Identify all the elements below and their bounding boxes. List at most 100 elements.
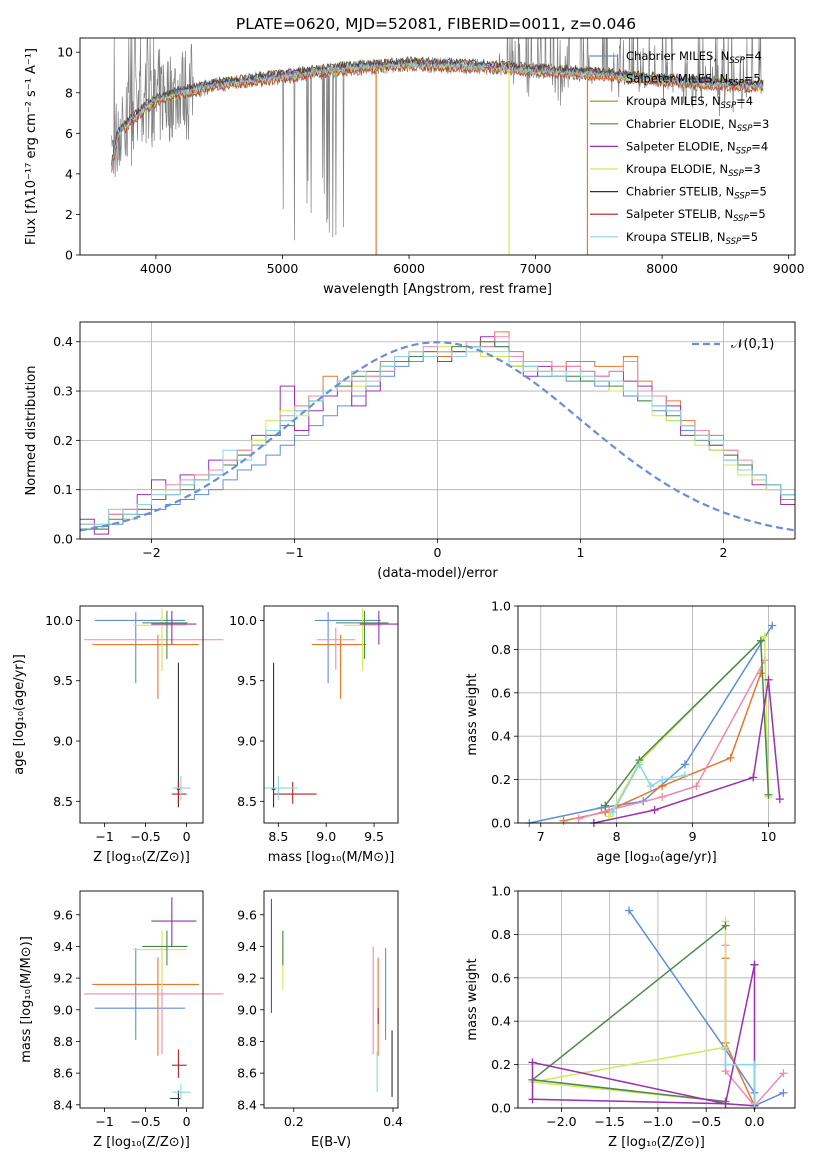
axes-frame — [79, 605, 204, 824]
y-tick-label: 8.4 — [237, 1097, 257, 1112]
errorbar-point — [92, 957, 199, 1056]
plot-area — [270, 898, 393, 1097]
y-axis-label: age [log₁₀(age/yr)] — [12, 654, 27, 775]
y-tick-label: 10.0 — [229, 613, 257, 628]
panel-residuals: −2 −1 0 1 2 0.0 0.1 0.2 0.3 0.4 (data-model)/error… — [24, 321, 796, 581]
errorbar-point — [335, 610, 389, 660]
plus-marker — [559, 816, 568, 825]
panel-weight-vs-Z: −2.0 −1.5 −1.0 −0.5 0.0 0.0 0.2 0.4 0.6 0.8 1.0 Z [… — [465, 884, 796, 1150]
y-tick-label: 8.6 — [237, 1066, 257, 1081]
y-tick-label: 0.4 — [491, 1014, 511, 1029]
plus-marker — [721, 1060, 730, 1069]
y-axis-label: mass weight — [465, 673, 480, 755]
x-tick-label: 8 — [613, 829, 621, 844]
chart-panels: 4000 5000 6000 7000 8000 90000246810wavelengt… — [12, 37, 805, 1150]
y-tick-label: 9.2 — [53, 971, 73, 986]
y-tick-label: 0.2 — [53, 433, 73, 448]
y-axis-label: Flux [fλ10⁻¹⁷ erg cm⁻² s⁻¹ A⁻¹] — [24, 48, 39, 245]
plot-area — [111, 38, 764, 255]
y-tick-label: 1.0 — [491, 884, 511, 899]
y-tick-label: 8.8 — [237, 1034, 257, 1049]
x-tick-label: 7 — [537, 829, 545, 844]
x-tick-label: 0.2 — [284, 1114, 304, 1129]
x-tick-label: −0.5 — [130, 829, 160, 844]
errorbar-point — [273, 782, 317, 804]
errorbar-point — [172, 775, 191, 801]
plus-marker — [750, 1099, 759, 1108]
plus-marker — [775, 795, 784, 804]
x-tick-label: 8000 — [646, 261, 678, 276]
legend-label: Salpeter STELIB, NSSP=5 — [626, 207, 766, 224]
weight-line — [532, 921, 727, 1103]
y-tick-label: 0.6 — [491, 685, 511, 700]
y-tick-label: 4 — [65, 166, 73, 181]
weight-line — [608, 634, 770, 817]
x-tick-label: 0.0 — [745, 1114, 765, 1129]
plus-marker — [680, 760, 689, 769]
y-tick-label: 6 — [65, 126, 73, 141]
errorbar-point — [142, 610, 188, 660]
plus-marker — [608, 808, 617, 817]
x-axis-label: mass [log₁₀(M/M⊙)] — [268, 850, 395, 865]
weight-line — [529, 625, 773, 824]
plus-marker — [624, 906, 633, 915]
y-tick-label: 2 — [65, 207, 73, 222]
plot-area — [525, 621, 784, 827]
plus-marker — [721, 921, 730, 930]
x-axis-label: wavelength [Angstrom, rest frame] — [323, 282, 552, 297]
legend-label: Chabrier MILES, NSSP=4 — [626, 49, 762, 66]
x-axis-label: age [log₁₀(age/yr)] — [596, 850, 717, 865]
plus-marker — [750, 1060, 759, 1069]
y-tick-label: 0.4 — [491, 729, 511, 744]
errorbar-point — [314, 612, 381, 684]
y-tick-label: 0.4 — [53, 334, 73, 349]
normal-reference-curve — [79, 341, 796, 532]
y-tick-label: 9.4 — [53, 939, 73, 954]
plot-area — [528, 906, 788, 1110]
x-tick-label: 10 — [760, 829, 776, 844]
x-tick-label: 0 — [434, 545, 442, 560]
y-tick-label: 0.0 — [491, 1101, 511, 1116]
panel-age-vs-Z: −1 −0.5 0 8.5 9.0 9.5 10.0 Z [log₁₀(Z/Z⊙)] age [… — [12, 605, 224, 865]
y-tick-label: 9.4 — [237, 939, 257, 954]
plus-marker — [779, 1069, 788, 1078]
legend-label: 𝒩(0,1) — [731, 337, 774, 352]
axes-frame — [79, 37, 796, 256]
y-tick-label: 9.2 — [237, 971, 257, 986]
plus-marker — [721, 1099, 730, 1108]
x-tick-label: 1 — [577, 545, 585, 560]
y-tick-label: 8.6 — [53, 1066, 73, 1081]
errorbar-point — [172, 1084, 191, 1101]
y-axis-label: mass weight — [465, 958, 480, 1040]
x-tick-label: −1 — [95, 1114, 113, 1129]
y-tick-label: 9.0 — [53, 1002, 73, 1017]
x-tick-label: 2 — [720, 545, 728, 560]
errorbar-point — [151, 610, 197, 645]
x-tick-label: −1 — [285, 545, 303, 560]
errorbar-point — [171, 1049, 187, 1078]
y-tick-label: 0.8 — [491, 927, 511, 942]
legend: Chabrier MILES, NSSP=4 Salpeter MILES, NS… — [590, 49, 769, 247]
plus-marker — [756, 636, 765, 645]
legend-label: Salpeter ELODIE, NSSP=4 — [626, 139, 768, 156]
x-tick-label: −1 — [95, 829, 113, 844]
histogram-step — [80, 346, 795, 525]
figure-title: PLATE=0620, MJD=52081, FIBERID=0011, z=0… — [236, 15, 636, 33]
axes-frame — [263, 890, 399, 1109]
x-tick-label: −0.5 — [691, 1114, 721, 1129]
plus-marker — [721, 1045, 730, 1054]
errorbar-point — [142, 930, 188, 966]
errorbar-point — [311, 634, 367, 699]
y-tick-label: 9.6 — [237, 907, 257, 922]
x-axis-label: Z [log₁₀(Z/Z⊙)] — [608, 1135, 705, 1150]
y-tick-label: 10.0 — [45, 613, 73, 628]
y-tick-label: 9.5 — [53, 673, 73, 688]
model-spectrum-line — [111, 55, 764, 166]
plus-marker — [658, 775, 667, 784]
plus-marker — [726, 753, 735, 762]
y-tick-label: 9.0 — [237, 734, 257, 749]
plot-area — [84, 897, 224, 1107]
x-axis-label: E(B-V) — [311, 1135, 351, 1150]
x-tick-label: −0.5 — [130, 1114, 160, 1129]
y-tick-label: 0.2 — [491, 1057, 511, 1072]
